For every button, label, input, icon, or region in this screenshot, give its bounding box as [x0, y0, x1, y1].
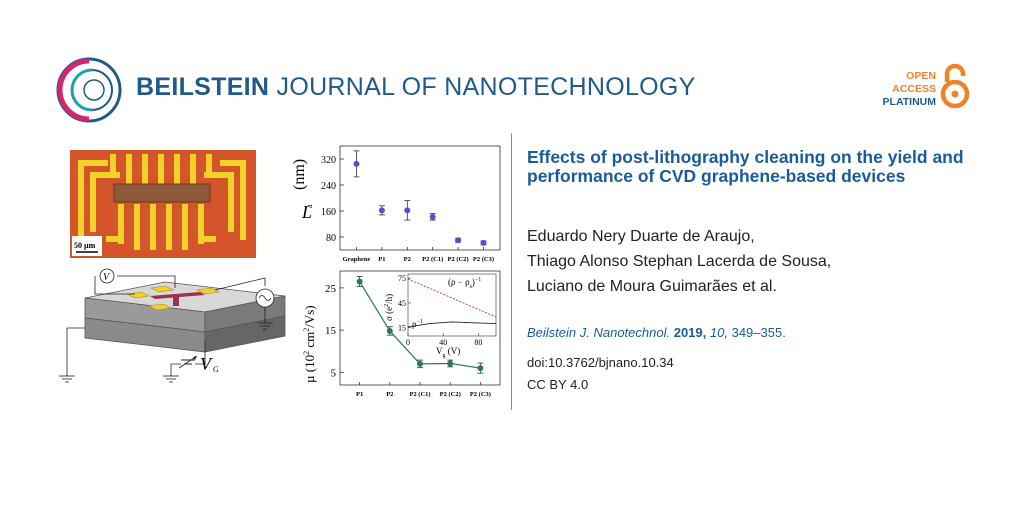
x-tick-label: P2 (C2) [440, 391, 461, 398]
beilstein-logo-icon [56, 57, 122, 123]
y-tick-label: 15 [325, 325, 337, 337]
inset-series-line [407, 278, 497, 318]
data-point [429, 213, 436, 220]
inset-xlabel: Vg (V) [436, 346, 460, 359]
data-point [353, 160, 360, 167]
mobility-chart: 5 15 25 P1 P2 P2 (C1) P2 (C2) P2 (C3) µ (102 c… [302, 270, 501, 398]
la-chart: 80 160 240 320 Graphene P1 P2 P2 (C1) P2 (C2) P2… [291, 145, 501, 263]
ground-icon [59, 375, 75, 383]
mobility-ylabel: µ (102 cm2/Vs) [302, 305, 317, 383]
x-tick-label: P2 [386, 391, 393, 398]
open-lock-icon [940, 63, 970, 109]
la-ylabel-unit: (nm) [291, 159, 308, 190]
author-line: Luciano de Moura Guimarães et al. [527, 278, 777, 295]
la-ylabel-sub: a [305, 204, 314, 208]
author-line: Eduardo Nery Duarte de Araujo, [527, 228, 755, 245]
conductivity-inset: 15 45 75 0 40 80 σ (e2/h) Vg (V) (ρ − ρs)−1 ρ… [384, 273, 497, 359]
x-tick-label: P2 (C1) [422, 256, 443, 263]
citation-pages: 349–355. [731, 325, 786, 340]
gate-voltage-label: V [200, 354, 213, 374]
article-title[interactable]: Effects of post-lithography cleaning on … [527, 147, 964, 186]
x-tick-label: P2 (C1) [409, 391, 430, 398]
x-tick-label: Graphene [343, 256, 371, 263]
data-point [386, 327, 393, 334]
inset-series-label-black: ρ−1 [412, 319, 423, 329]
x-tick-label: P2 (C3) [470, 391, 491, 398]
citation-year: 2019, [673, 325, 707, 340]
voltmeter-icon [99, 268, 115, 284]
open-access-line2: ACCESS [892, 83, 936, 95]
doi-link[interactable]: doi:10.3762/bjnano.10.34 [527, 355, 674, 370]
data-point [417, 360, 423, 367]
voltmeter-label: V [103, 272, 111, 283]
y-tick-label: 240 [321, 181, 336, 192]
data-point [480, 239, 487, 246]
inset-x-tick-label: 80 [474, 338, 482, 347]
y-tick-label: 160 [321, 207, 336, 218]
inset-y-tick-label: 15 [398, 324, 406, 333]
inset-x-tick-label: 40 [439, 338, 447, 347]
x-tick-label: P2 (C3) [473, 256, 494, 263]
data-point [404, 207, 411, 214]
open-access-badge: OPEN ACCESS PLATINUM [860, 70, 936, 109]
device-schematic: V V G [59, 268, 286, 383]
device-micrograph: 50 µm [70, 150, 256, 258]
ground-icon [163, 375, 179, 383]
journal-name-rest: JOURNAL OF NANOTECHNOLOGY [276, 73, 696, 101]
x-tick-label: P1 [356, 391, 363, 398]
data-point [378, 207, 385, 214]
data-point [356, 278, 363, 285]
x-tick-label: P2 (C2) [448, 256, 469, 263]
inset-x-tick-label: 0 [406, 338, 410, 347]
data-point [477, 365, 484, 372]
author-line: Thiago Alonso Stephan Lacerda de Sousa, [527, 253, 832, 270]
gate-voltage-sub: G [213, 365, 219, 374]
journal-name-bold: BEILSTEIN [136, 73, 270, 101]
scale-bar-label: 50 µm [74, 241, 96, 250]
la-chart-frame [339, 145, 501, 251]
la-ylabel: L [301, 202, 312, 222]
inset-ylabel: σ (e2/h) [384, 294, 394, 321]
journal-name: BEILSTEIN JOURNAL OF NANOTECHNOLOGY [136, 73, 696, 102]
citation-journal: Beilstein J. Nanotechnol. [527, 325, 671, 340]
inset-y-tick-label: 75 [398, 274, 406, 283]
citation-volume: 10, [709, 325, 728, 340]
data-point [447, 360, 454, 367]
y-tick-label: 5 [331, 367, 337, 379]
y-tick-label: 25 [325, 283, 337, 295]
x-tick-label: P1 [378, 256, 385, 263]
y-tick-label: 320 [321, 155, 336, 166]
open-access-line3: PLATINUM [882, 96, 936, 108]
vertical-divider [511, 133, 512, 410]
inset-series-line [407, 321, 497, 328]
y-tick-label: 80 [326, 233, 336, 244]
inset-y-tick-label: 45 [398, 299, 406, 308]
author-list: Eduardo Nery Duarte de Araujo, Thiago Al… [527, 224, 997, 299]
license[interactable]: CC BY 4.0 [527, 377, 589, 392]
open-access-line1: OPEN [906, 70, 936, 82]
ground-icon [257, 322, 273, 330]
inset-series-label-red: (ρ − ρs)−1 [448, 277, 481, 290]
data-point [455, 237, 462, 244]
x-tick-label: P2 [404, 256, 411, 263]
citation: Beilstein J. Nanotechnol. 2019, 10, 349–… [527, 325, 786, 340]
